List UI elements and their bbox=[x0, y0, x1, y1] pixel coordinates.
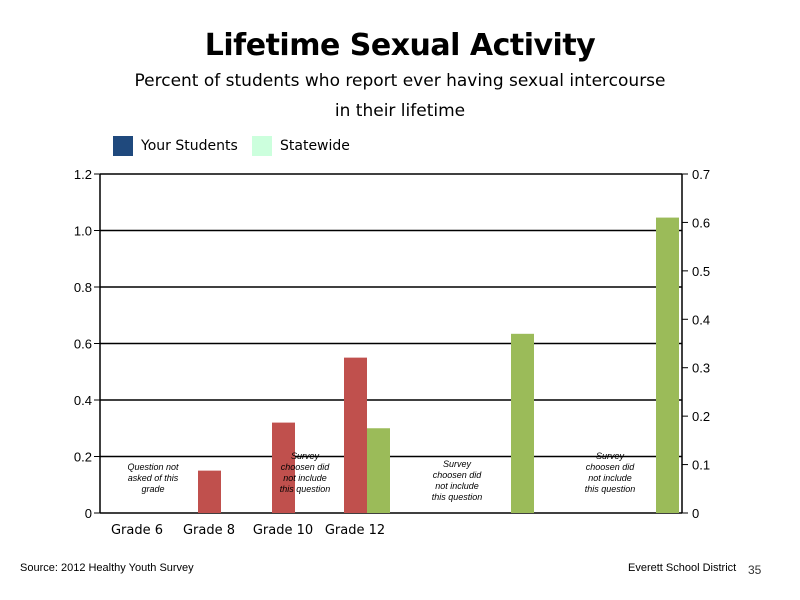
right-axis-tick-label: 0.3 bbox=[692, 361, 710, 376]
page-number: 35 bbox=[748, 563, 762, 577]
left-axis-tick-label: 0.4 bbox=[74, 393, 92, 408]
x-axis-category-label: Grade 6 bbox=[111, 523, 163, 538]
x-axis-category-label: Grade 8 bbox=[183, 523, 235, 538]
chart-title: Lifetime Sexual Activity bbox=[204, 28, 596, 63]
left-axis-tick-label: 1.2 bbox=[74, 167, 92, 182]
district-name: Everett School District bbox=[628, 562, 737, 574]
right-axis-tick-label: 0 bbox=[692, 506, 699, 521]
x-axis-category-label: Grade 10 bbox=[253, 523, 313, 538]
left-axis-tick-label: 0.8 bbox=[74, 280, 92, 295]
chart-subtitle: Percent of students who report ever havi… bbox=[0, 66, 800, 126]
bar-series-green-right bbox=[511, 333, 534, 513]
bar-series-red bbox=[344, 357, 367, 513]
legend-item-your-students: Your Students bbox=[113, 136, 238, 156]
bar-series-red bbox=[198, 470, 221, 513]
subtitle-line-1: Percent of students who report ever havi… bbox=[134, 71, 666, 91]
right-axis-tick-label: 0.2 bbox=[692, 409, 710, 424]
left-axis-tick-label: 0 bbox=[85, 506, 92, 521]
bar-series-green-right bbox=[656, 217, 679, 514]
left-axis-tick-label: 1.0 bbox=[74, 224, 92, 239]
source-note: Source: 2012 Healthy Youth Survey bbox=[20, 562, 194, 574]
left-axis-tick-label: 0.6 bbox=[74, 337, 92, 352]
no-data-annotation: Survey choosen did not include this questio… bbox=[585, 451, 636, 494]
legend-swatch-statewide bbox=[252, 136, 272, 156]
right-axis-tick-label: 0.5 bbox=[692, 264, 710, 279]
legend-label-your-students: Your Students bbox=[141, 138, 238, 154]
legend-label-statewide: Statewide bbox=[280, 138, 350, 154]
legend-item-statewide: Statewide bbox=[252, 136, 350, 156]
legend-swatch-your-students bbox=[113, 136, 133, 156]
right-axis-tick-label: 0.7 bbox=[692, 167, 710, 182]
no-data-annotation: Survey choosen did not include this questio… bbox=[280, 451, 331, 494]
no-data-annotation: Question not asked of this grade bbox=[127, 462, 179, 494]
x-axis-category-label: Grade 12 bbox=[325, 523, 385, 538]
right-axis-tick-label: 0.6 bbox=[692, 215, 710, 230]
chart-legend: Your Students Statewide bbox=[0, 136, 800, 156]
no-data-annotation: Survey choosen did not include this questio… bbox=[432, 459, 483, 502]
subtitle-line-2: in their lifetime bbox=[334, 101, 466, 121]
bar-series-green bbox=[367, 428, 390, 513]
bar-series-red bbox=[272, 422, 295, 513]
right-axis-tick-label: 0.1 bbox=[692, 458, 710, 473]
right-axis-tick-label: 0.4 bbox=[692, 312, 710, 327]
left-axis-tick-label: 0.2 bbox=[74, 450, 92, 465]
